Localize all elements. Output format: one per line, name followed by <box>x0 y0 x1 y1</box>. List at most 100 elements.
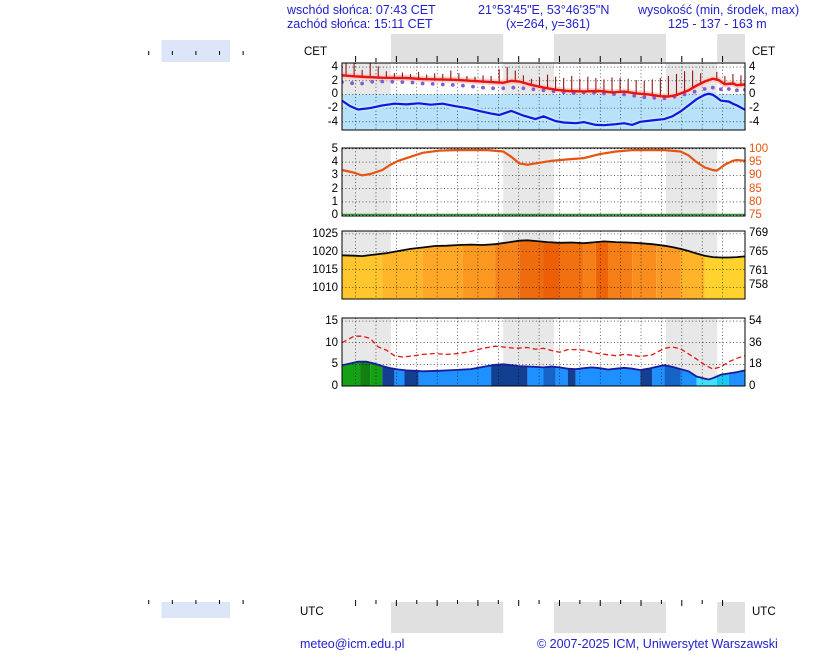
y-axis-tick-left-p3: 1015 <box>312 263 338 276</box>
dew-point-dots <box>461 83 465 88</box>
wind-speed-fill <box>575 367 641 386</box>
wind-speed-fill <box>543 366 556 386</box>
pressure-fill <box>342 253 383 299</box>
dew-point-dots <box>541 88 546 93</box>
dew-point-dots <box>521 86 526 91</box>
wind-speed-edge <box>341 360 746 381</box>
wind-speed-fill <box>360 361 371 386</box>
dew-point-dots <box>430 82 435 86</box>
y-axis-tick-right-p4: 36 <box>749 336 762 349</box>
dew-point-dots <box>735 88 739 93</box>
dew-point-dots <box>481 85 485 90</box>
wind-speed-fill <box>567 368 576 386</box>
wind-speed-fill <box>491 364 528 386</box>
y-axis-tick-left-p2: 1 <box>331 195 338 208</box>
dew-point-dots <box>692 89 697 94</box>
y-axis-tick-right-p2: 80 <box>749 195 762 208</box>
y-axis-tick-right-p3: 761 <box>749 265 769 278</box>
dew-point-dots <box>370 79 375 84</box>
y-axis-tick-left-p1: -4 <box>327 115 338 128</box>
y-axis-tick-right-p1: 0 <box>749 88 756 101</box>
wind-speed-fill <box>640 367 653 386</box>
wind-speed-fill <box>527 366 544 386</box>
grid-point: (x=264, y=361) <box>506 17 591 31</box>
dew-point-dots <box>727 87 731 91</box>
coordinates: 21°53'45"E, 53°46'35"N <box>478 3 610 17</box>
y-axis-tick-left-p1: -2 <box>327 102 338 115</box>
dew-point-dots <box>710 85 715 90</box>
pressure-fill <box>704 255 745 299</box>
copyright-text: © 2007-2025 ICM, Uniwersytet Warszawski <box>537 637 778 651</box>
dew-point-dots <box>501 86 506 91</box>
y-axis-tick-left-p3: 1020 <box>312 245 338 258</box>
pressure-fill <box>680 248 705 299</box>
pressure-fill <box>462 244 496 299</box>
y-axis-tick-right-p2: 100 <box>749 142 769 155</box>
y-axis-tick-left-p2: 3 <box>331 169 338 182</box>
wind-speed-fill <box>555 366 568 386</box>
panel-p1 <box>341 62 746 131</box>
wind-speed-fill <box>728 370 745 386</box>
y-axis-tick-left-p4: 0 <box>331 380 338 392</box>
dew-point-dots <box>450 83 455 87</box>
wind-speed-fill <box>370 362 383 386</box>
panel-p4 <box>341 317 746 387</box>
dew-point-dots <box>350 81 354 86</box>
y-axis-tick-left-p1: 2 <box>331 74 338 87</box>
y-axis-tick-right-p1: 2 <box>749 74 756 87</box>
pressure-fill <box>559 242 584 299</box>
y-axis-tick-right-p1: -4 <box>749 115 760 128</box>
dew-point-dots <box>400 80 405 84</box>
pressure-fill <box>422 244 463 299</box>
y-axis-tick-right-p4: 18 <box>749 358 762 371</box>
dew-point-dots <box>360 81 364 86</box>
pressure-fill <box>495 240 520 299</box>
pressure-fill <box>632 242 657 299</box>
temp-line <box>341 74 746 98</box>
cet-label-left: CET <box>304 46 327 58</box>
y-axis-tick-left-p3: 1025 <box>312 227 338 240</box>
y-axis-tick-right-p1: 4 <box>749 61 756 74</box>
wind-speed-fill <box>404 370 419 386</box>
feels-like-line <box>341 92 746 127</box>
dew-point-dots <box>491 86 495 91</box>
y-axis-tick-right-p4: 54 <box>749 315 762 328</box>
y-axis-tick-left-p1: 0 <box>331 88 338 101</box>
pressure-fill <box>656 244 681 299</box>
altitude-values: 125 - 137 - 163 m <box>668 17 767 31</box>
y-axis-tick-right-p2: 90 <box>749 169 762 182</box>
dew-point-dots <box>531 87 536 92</box>
dew-point-dots <box>642 95 647 100</box>
y-axis-tick-right-p2: 75 <box>749 209 762 222</box>
pressure-fill <box>382 247 423 299</box>
y-axis-tick-left-p1: 4 <box>331 61 338 74</box>
cet-label-right: CET <box>752 46 775 58</box>
panel-p3 <box>341 230 746 300</box>
sunset-time: zachód słońca: 15:11 CET <box>287 17 433 31</box>
y-axis-tick-left-p2: 0 <box>331 209 338 222</box>
y-axis-tick-right-p2: 95 <box>749 156 762 169</box>
utc-label-right: UTC <box>752 606 776 618</box>
dew-point-dots <box>410 80 415 85</box>
dew-point-dots <box>718 87 723 92</box>
pressure-fill <box>519 240 544 299</box>
y-axis-tick-left-p4: 10 <box>325 336 338 349</box>
humidity-line <box>341 149 746 177</box>
pressure-fill <box>608 241 633 299</box>
y-axis-tick-right-p4: 0 <box>749 380 756 392</box>
wind-speed-fill <box>394 368 405 386</box>
dew-point-dots <box>390 79 395 84</box>
panel-p2 <box>341 147 746 217</box>
dew-point-dots <box>511 85 516 90</box>
pressure-line <box>341 239 746 259</box>
pressure-fill <box>583 242 596 299</box>
y-axis-tick-right-p2: 85 <box>749 182 762 195</box>
y-axis-tick-left-p2: 5 <box>331 142 338 155</box>
dew-point-dots <box>380 79 385 84</box>
wind-speed-fill <box>652 365 665 386</box>
dew-point-dots <box>440 82 445 87</box>
contact-email-link[interactable]: meteo@icm.edu.pl <box>300 637 405 651</box>
pressure-fill <box>595 241 608 299</box>
sunrise-time: wschód słońca: 07:43 CET <box>287 3 436 17</box>
